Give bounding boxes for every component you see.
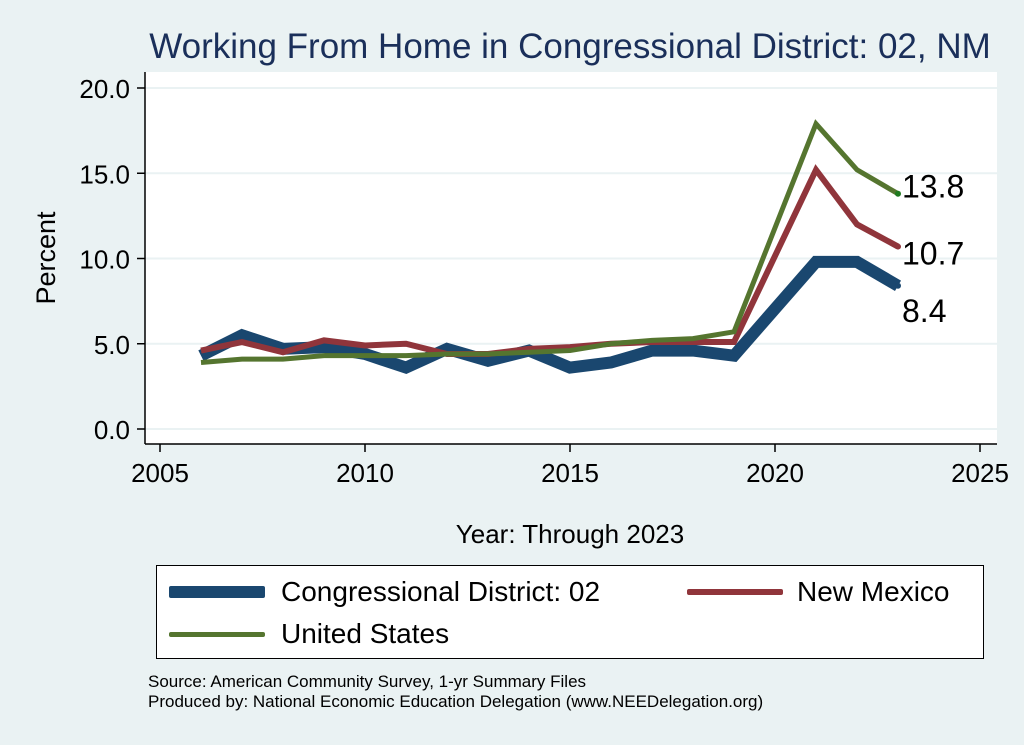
line-chart: 8.4 10.7 13.8 0.0 5.0 10.0 15.0 20.0 2005 2010 20… (31, 27, 1009, 549)
end-point-marker-district (895, 282, 901, 289)
series-line-new-mexico (200, 164, 900, 357)
legend-item-new-mexico: New Mexico (687, 576, 949, 608)
legend-item-district: Congressional District: 02 (169, 576, 600, 608)
legend-item-united-states: United States (169, 618, 449, 650)
legend-label-new-mexico: New Mexico (797, 576, 950, 607)
end-value-label-united-states: 13.8 (902, 169, 964, 205)
end-point-marker-new-mexico (895, 243, 901, 250)
x-tick-label: 2015 (541, 458, 599, 488)
end-value-label-district: 8.4 (902, 293, 946, 329)
legend-swatch-district (169, 586, 265, 598)
y-tick-label: 15.0 (79, 159, 130, 189)
legend-label-united-states: United States (281, 618, 450, 649)
y-tick-label: 10.0 (79, 245, 130, 275)
source-note: Source: American Community Survey, 1-yr … (148, 672, 587, 691)
legend: Congressional District: 02 New Mexico Un… (156, 565, 984, 659)
legend-label-district: Congressional District: 02 (281, 576, 601, 607)
y-tick-label: 5.0 (94, 330, 130, 360)
x-axis-label: Year: Through 2023 (456, 519, 684, 549)
end-value-label-new-mexico: 10.7 (902, 236, 964, 272)
x-tick-label: 2010 (336, 458, 394, 488)
producer-note: Produced by: National Economic Education… (148, 692, 764, 711)
y-tick-label: 0.0 (94, 415, 130, 445)
end-point-marker-united-states (895, 190, 901, 197)
chart-title: Working From Home in Congressional Distr… (149, 27, 991, 66)
x-tick-label: 2020 (746, 458, 804, 488)
legend-swatch-united-states (169, 631, 265, 637)
series-line-united-states (200, 119, 900, 365)
y-axis-label: Percent (31, 211, 61, 305)
y-tick-label: 20.0 (79, 74, 130, 104)
x-tick-label: 2025 (951, 458, 1009, 488)
legend-swatch-new-mexico (687, 589, 783, 595)
x-tick-label: 2005 (131, 458, 189, 488)
